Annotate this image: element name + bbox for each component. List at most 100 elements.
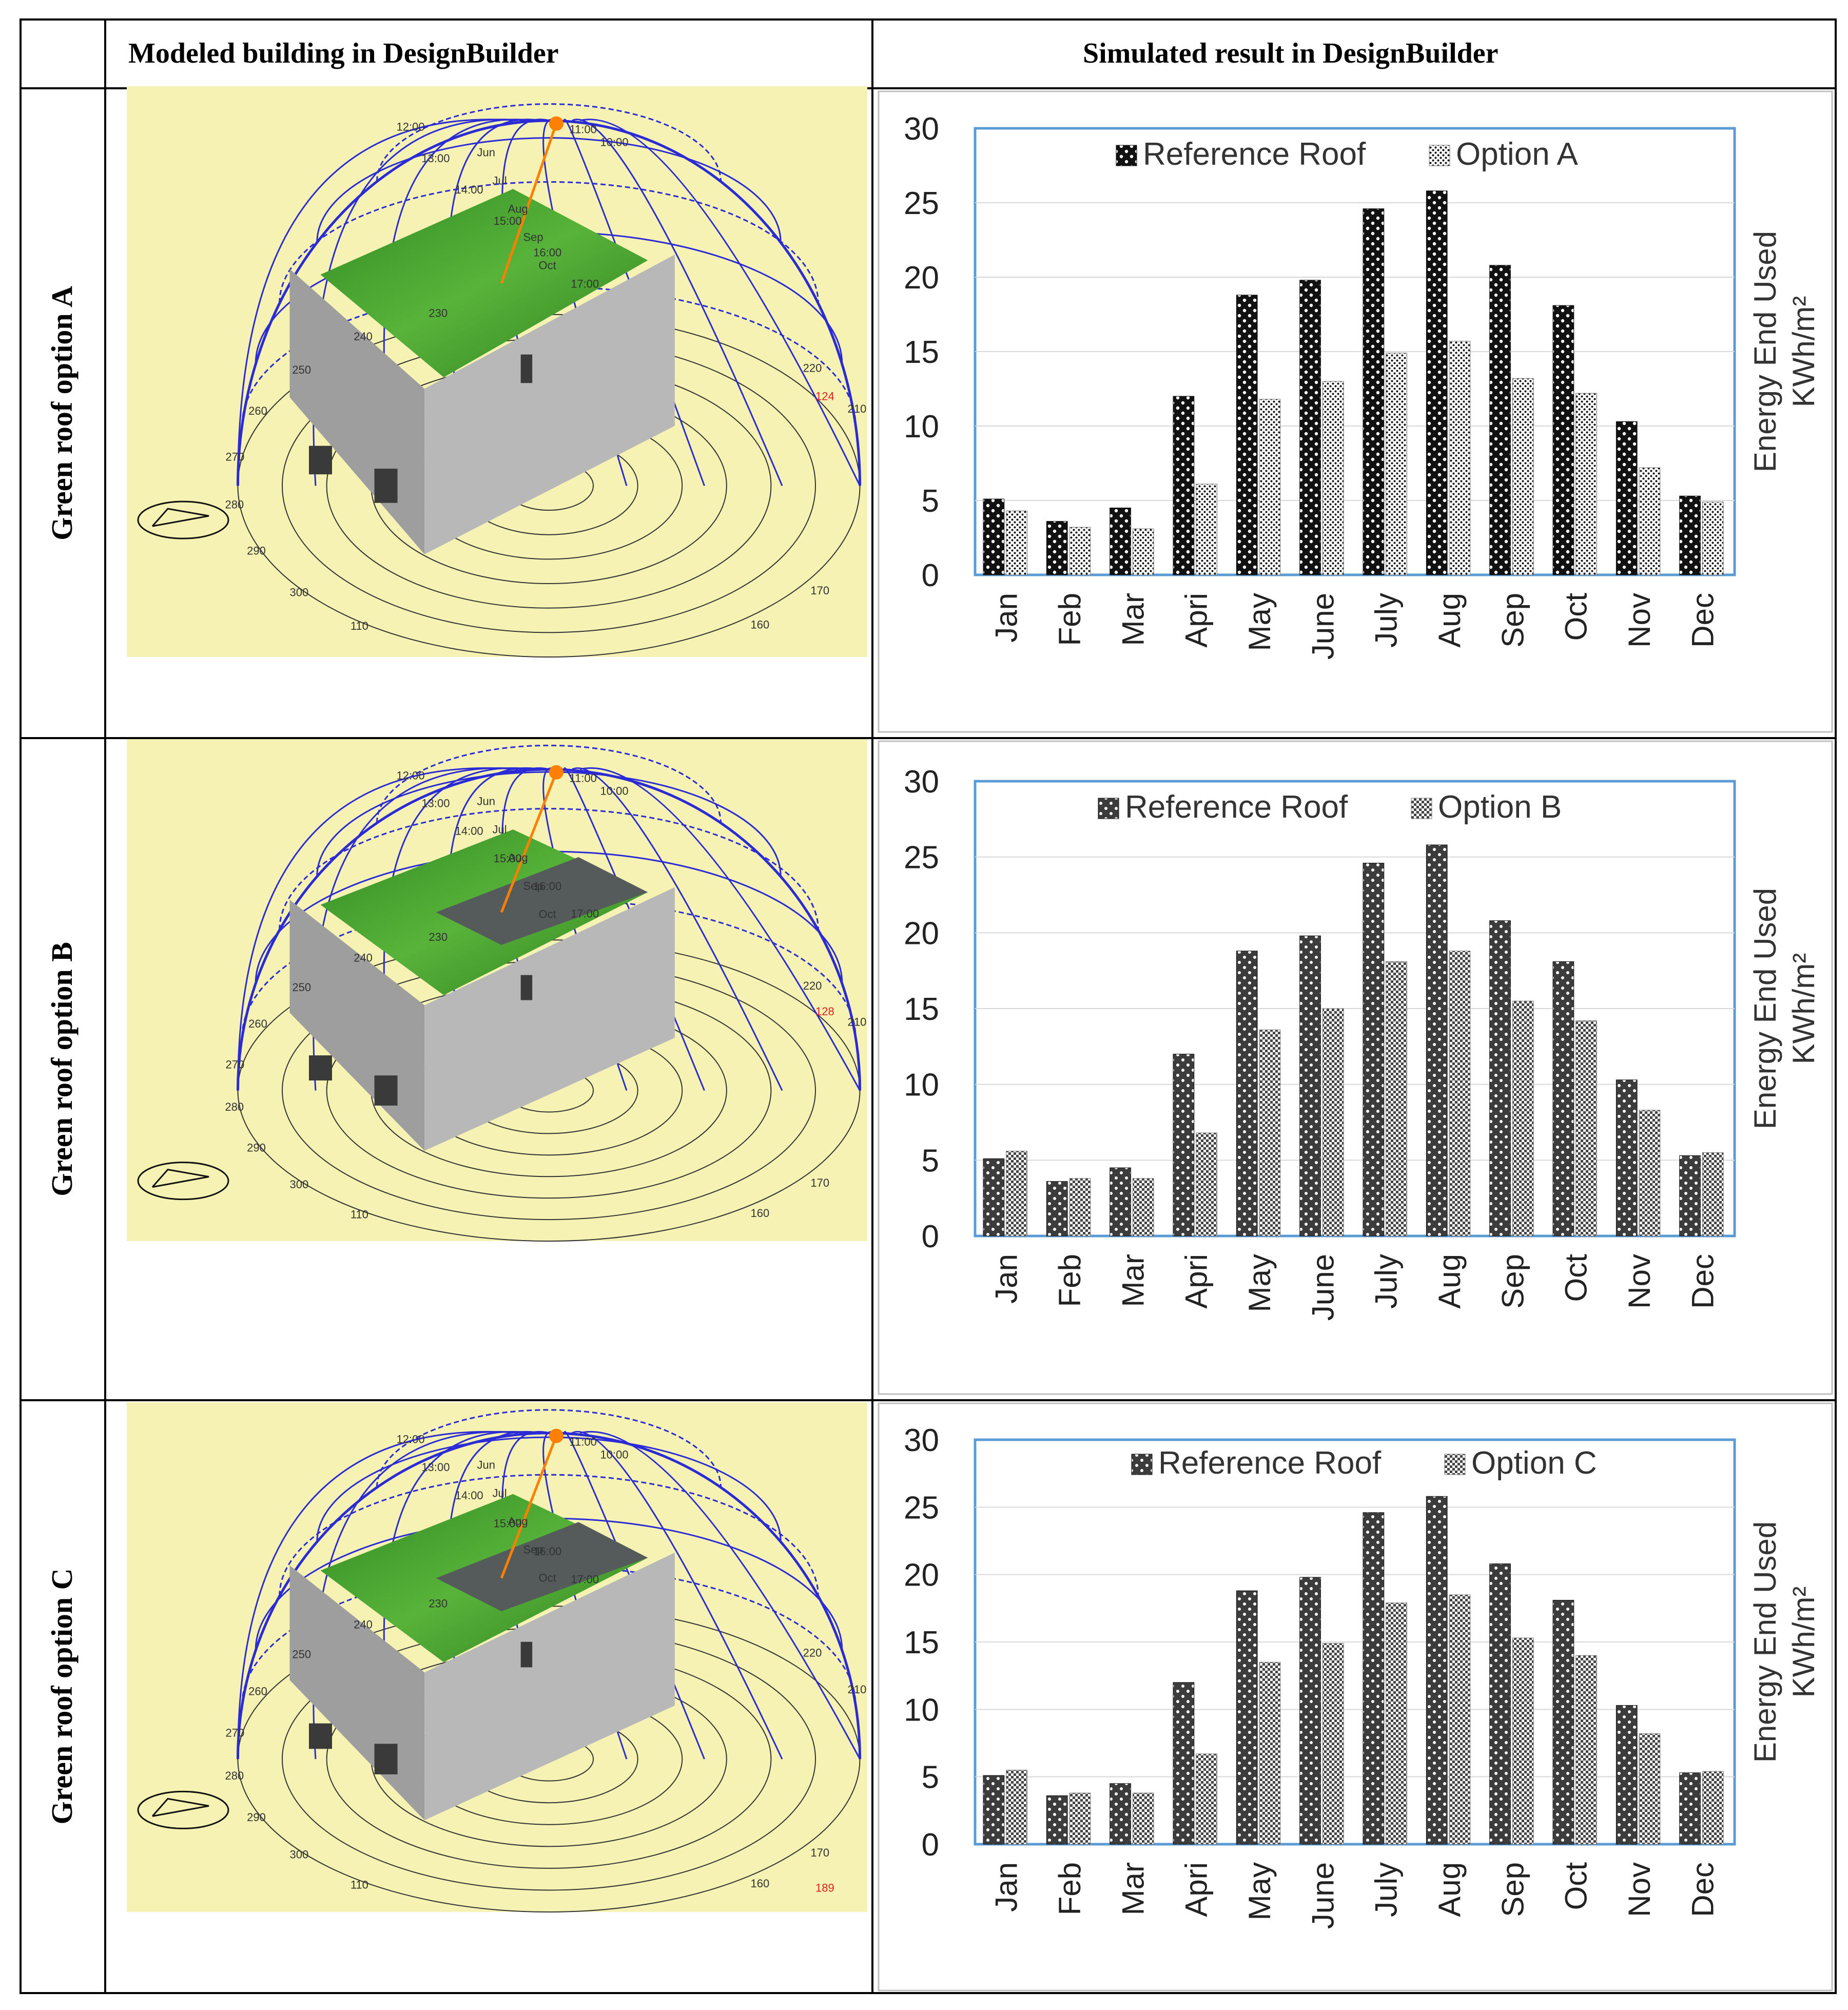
time-label: 17:00 [571, 1573, 599, 1586]
dome-outline [236, 1432, 862, 1760]
azimuth-label: 240 [354, 330, 373, 343]
building-side-wall [424, 1552, 675, 1821]
time-label: 12:00 [397, 1433, 425, 1446]
azimuth-label: 290 [247, 1811, 266, 1824]
dome-outline [236, 119, 862, 486]
dome-meridian [579, 767, 861, 1091]
azimuth-label: 270 [226, 1058, 245, 1071]
model-panel-b: 12:00 13:00 14:00 15:00 16:00 17:00 11:0010:00… [127, 739, 867, 1242]
month-label: Jun [477, 1459, 495, 1472]
x-tick-label: Oct [1559, 593, 1593, 641]
bar-option [1386, 353, 1407, 575]
bar-reference [1616, 1705, 1638, 1845]
x-tick-label: Nov [1622, 1254, 1657, 1309]
dome-meridian [237, 767, 518, 1091]
compass-ring [137, 1162, 229, 1201]
bar-option [1196, 484, 1217, 575]
azimuth-label: 260 [248, 1685, 267, 1698]
bar-option [1006, 1151, 1027, 1236]
bar-option [1512, 1637, 1534, 1845]
azimuth-label: 300 [289, 586, 308, 598]
bar-option [1259, 1029, 1281, 1236]
compass-icon [137, 1162, 229, 1201]
bar-option [1449, 341, 1471, 575]
y-tick-label: 5 [922, 484, 939, 519]
chart-frame [878, 740, 1833, 1395]
legend-swatch-reference [1131, 1454, 1153, 1475]
col2-header: Simulated result in DesignBuilder [1083, 37, 1499, 69]
time-label: 17:00 [571, 907, 599, 920]
bar-option [1322, 1643, 1344, 1845]
azimuth-marker: 128 [815, 1005, 834, 1018]
month-label: Aug [508, 852, 528, 864]
dome-meridian [237, 119, 518, 486]
bar-reference [1363, 1512, 1385, 1845]
x-tick-label: Apri [1179, 1254, 1214, 1309]
month-label: Aug [508, 1515, 528, 1528]
y-axis-label: Energy End Used [1748, 1521, 1782, 1763]
sun [549, 1428, 563, 1443]
x-tick-label: Oct [1559, 1254, 1593, 1302]
bar-reference [1173, 1682, 1195, 1845]
time-label: 16:00 [533, 246, 561, 259]
compass-needle [151, 508, 209, 527]
bar-reference [1236, 951, 1258, 1236]
time-label: 11:00 [570, 772, 597, 785]
azimuth-label: 280 [225, 1769, 244, 1782]
y-tick-label: 15 [904, 992, 939, 1027]
compass-ring [137, 1790, 229, 1829]
compass-ring [137, 500, 229, 539]
azimuth-label: 280 [225, 498, 244, 511]
bar-reference [1046, 1795, 1068, 1845]
time-label: 14:00 [455, 183, 483, 196]
building-window [520, 975, 533, 1000]
legend-swatch-option [1429, 145, 1450, 166]
x-tick-label: Jan [989, 593, 1024, 643]
bar-option [1639, 467, 1661, 575]
x-tick-label: Dec [1685, 593, 1720, 648]
bar-option [1006, 1770, 1027, 1845]
azimuth-label: 300 [289, 1178, 308, 1191]
azimuth-label: 170 [810, 1846, 829, 1859]
x-tick-label: May [1242, 593, 1277, 651]
green-roof [320, 189, 648, 378]
azimuth-label: 280 [225, 1100, 244, 1113]
month-label: Jul [493, 175, 507, 187]
sun-ray [500, 1435, 558, 1579]
bar-option [1702, 501, 1724, 575]
building [289, 829, 675, 1151]
dome-parallel [316, 1436, 782, 1542]
building-window [308, 446, 332, 475]
legend-label-option: Option A [1456, 137, 1578, 172]
plain-roof [436, 1522, 648, 1612]
dome-labels: 12:00 13:00 14:00 15:00 16:00 17:00 11:0010:00… [225, 769, 866, 1221]
bar-reference [1299, 280, 1321, 575]
x-tick-label: Aug [1432, 1254, 1467, 1309]
bar-reference [1426, 844, 1448, 1236]
bar-option [1512, 378, 1534, 575]
x-tick-label: Nov [1622, 593, 1657, 648]
bar-option [1386, 961, 1407, 1236]
building-side-wall [424, 255, 675, 554]
y-tick-label: 15 [904, 335, 939, 370]
bar-reference [1110, 1167, 1131, 1236]
time-label: 13:00 [421, 152, 450, 165]
x-tick-label: Aug [1432, 1862, 1467, 1917]
y-tick-label: 5 [922, 1143, 939, 1178]
bar-option [1196, 1753, 1217, 1845]
bar-option [1575, 1655, 1597, 1845]
sun-ray [500, 771, 558, 913]
time-label: 11:00 [570, 123, 597, 136]
legend-label-reference: Reference Roof [1125, 789, 1348, 825]
bar-option [1449, 1594, 1471, 1845]
azimuth-label: 300 [289, 1848, 308, 1861]
bar-option [1069, 527, 1091, 575]
time-label: 16:00 [533, 880, 561, 893]
compass-needle [151, 1798, 209, 1817]
bar-reference [1046, 521, 1068, 575]
bar-reference [1489, 265, 1511, 575]
azimuth-label: 110 [351, 620, 368, 632]
bar-reference [1552, 961, 1574, 1236]
bar-option [1386, 1602, 1407, 1845]
bar-chart-1: 0 5 10 15 20 25 30 Jan Feb Mar Apri May June July Aug S… [878, 740, 1833, 1395]
